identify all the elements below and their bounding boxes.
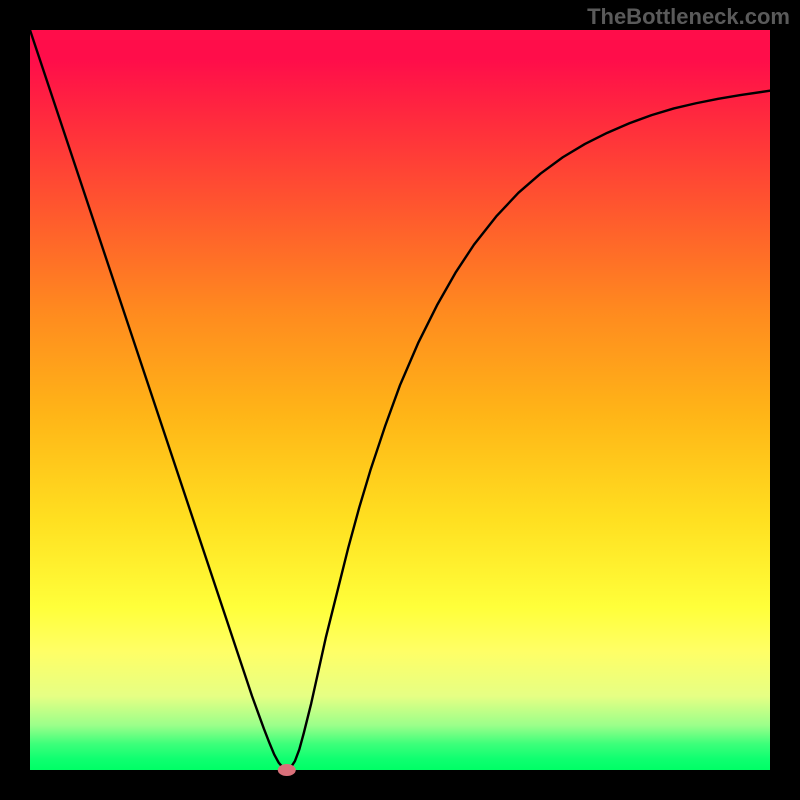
chart-container: TheBottleneck.com: [0, 0, 800, 800]
plot-background: [30, 30, 770, 770]
chart-svg: [0, 0, 800, 800]
minimum-marker: [278, 764, 296, 776]
